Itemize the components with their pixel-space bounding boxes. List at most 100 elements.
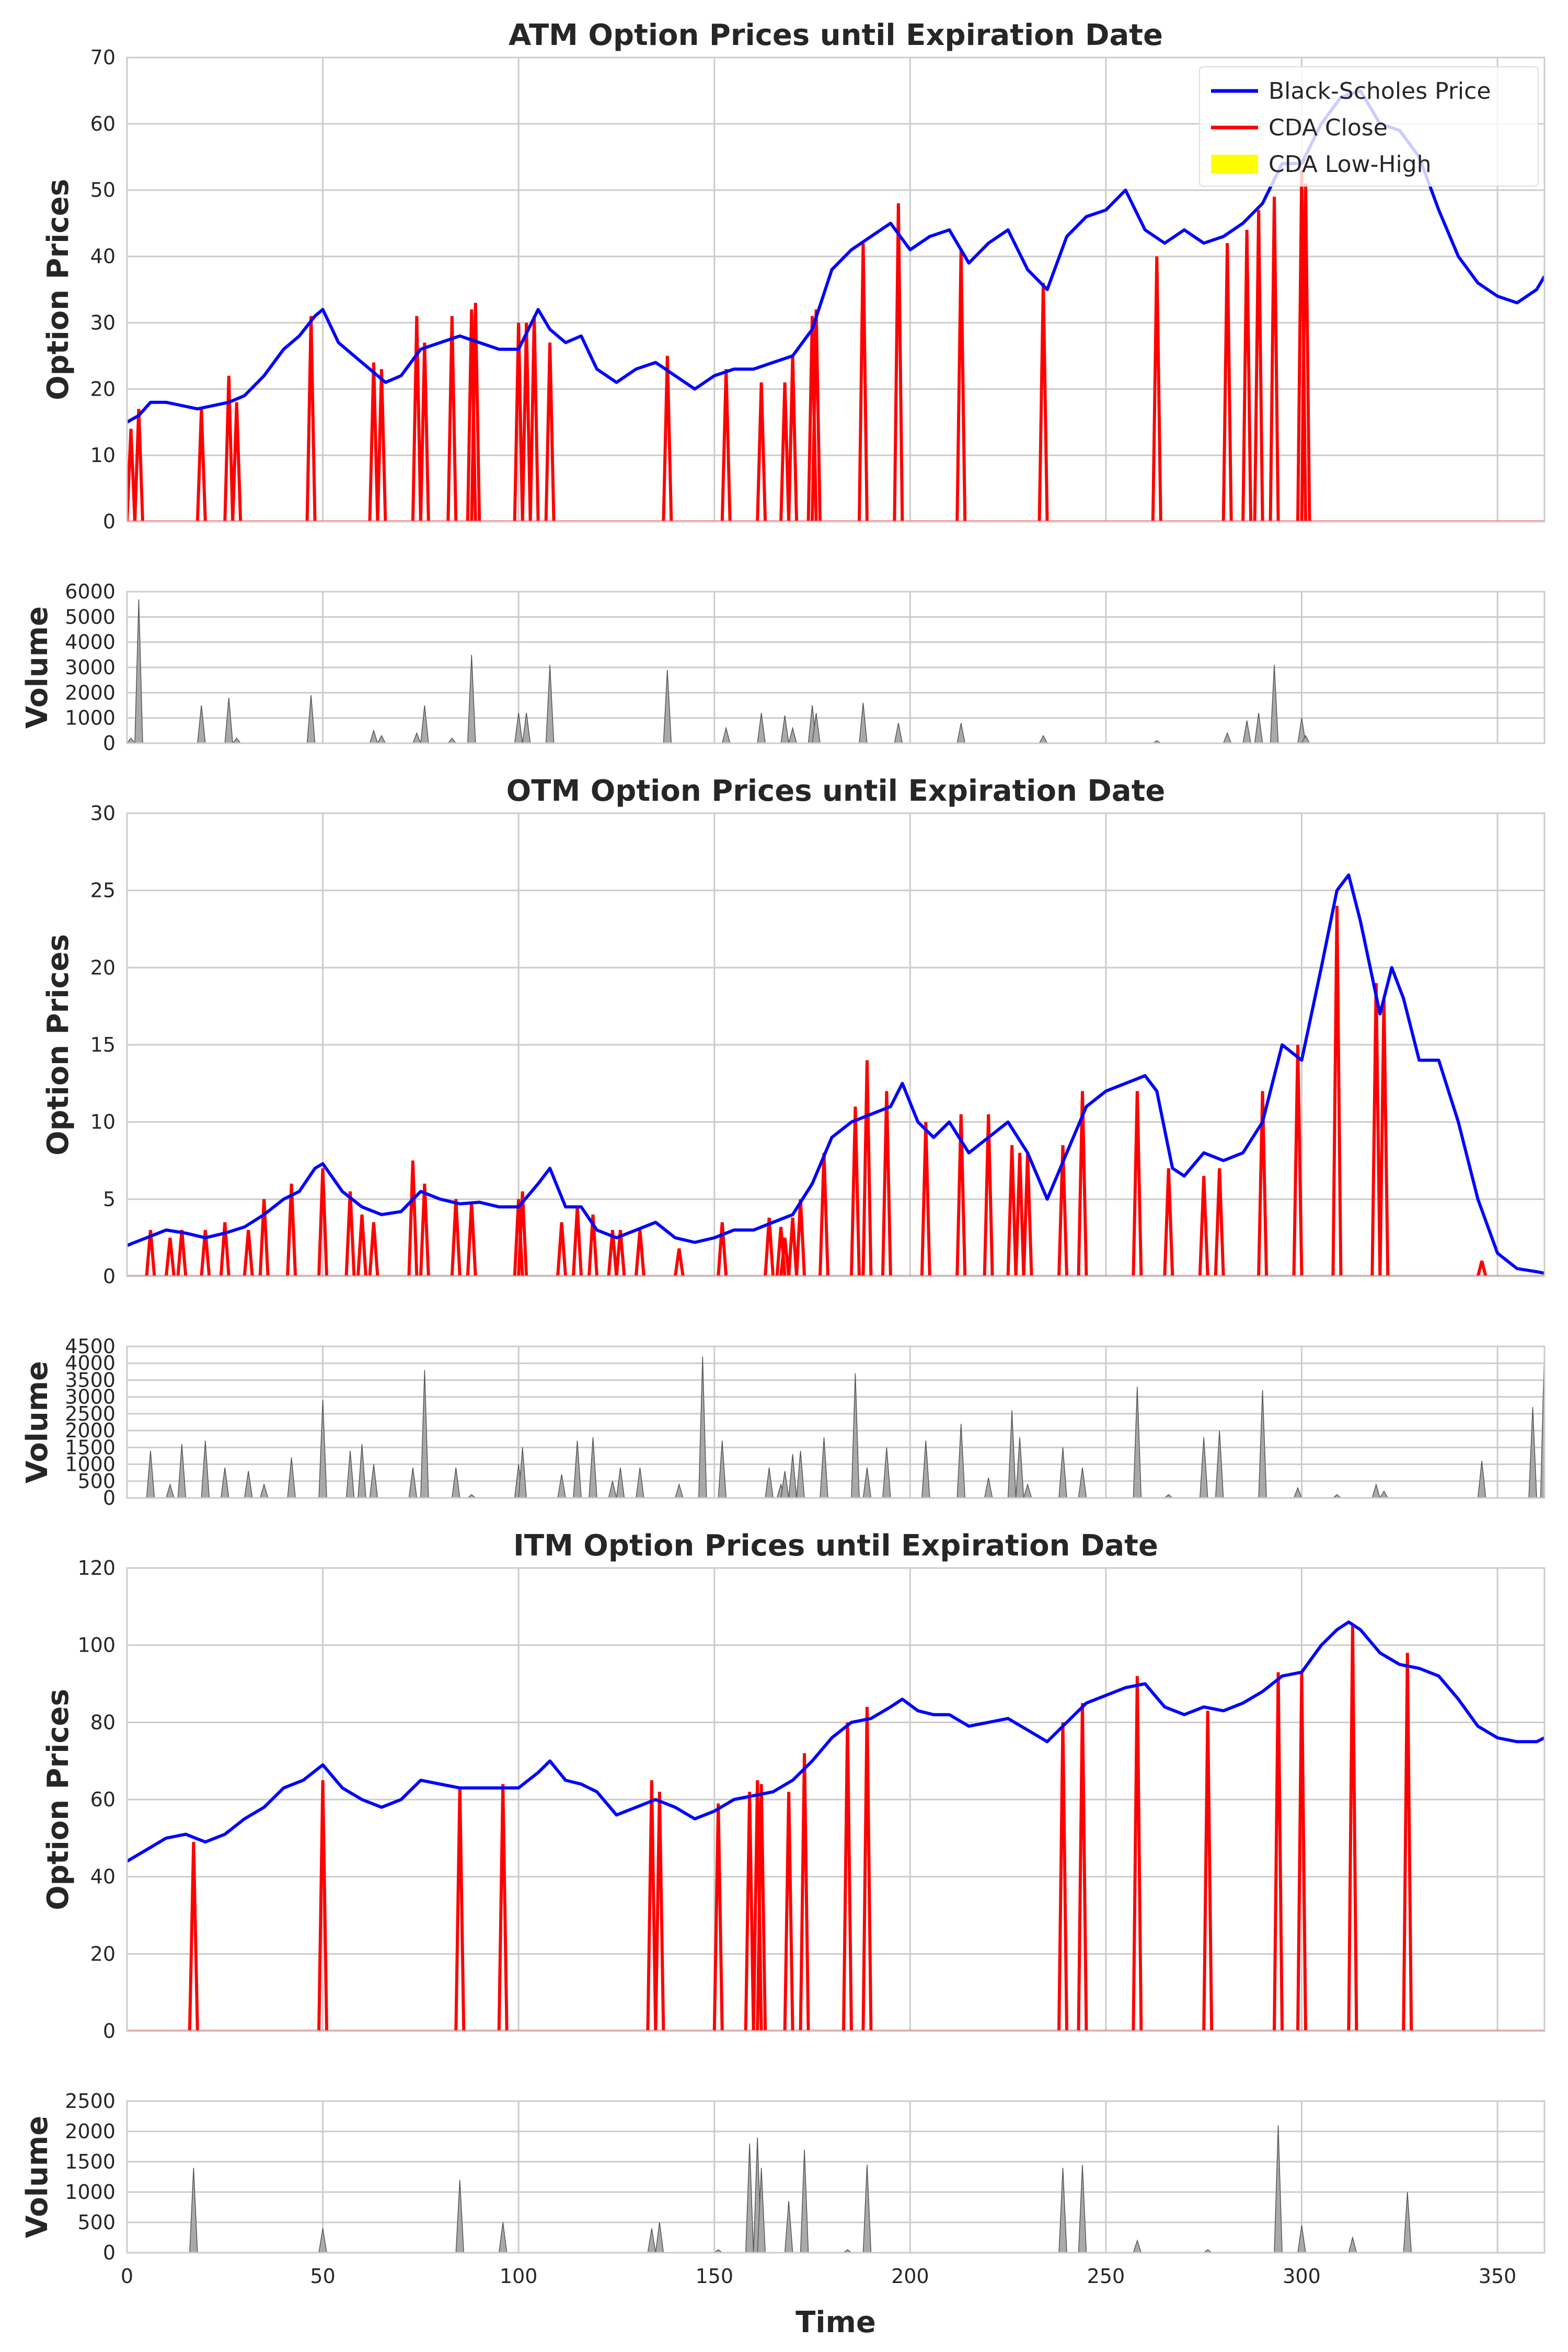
axes-frame [126,2100,1546,2254]
y-tick-label: 30 [90,802,116,825]
cda-close-spike [521,322,532,522]
volume-spike [1078,2164,1087,2253]
otm-price-chart: 0 5 10 15 20 25 30 OTM Option Prices until Expi… [41,774,1546,1288]
cda-close-spike [470,303,481,522]
volume-spike [1058,2167,1067,2253]
plot-area [127,89,1544,522]
y-tick-label: 2500 [65,2090,116,2113]
cda-close-spike [368,362,379,522]
volume-spike [232,737,241,743]
volume-spike [412,732,421,743]
cda-close-spike [779,382,791,522]
volume-spike [1242,720,1251,743]
volume-spike [636,1467,644,1498]
volume-spike [1058,1447,1067,1498]
volume-spike [467,1494,476,1498]
cda-close-spike [1132,1676,1143,2031]
cda-close-spike [955,1114,967,1276]
volume-spike [408,1467,418,1498]
volume-spike [1371,1483,1381,1498]
volume-spike [518,1447,527,1498]
volume-spike [1477,1461,1486,1498]
y-tick-label: 10 [90,1111,116,1134]
cda-close-spike [305,316,317,522]
y-tick-label: 1000 [65,2181,116,2204]
axes-frame [126,1567,1546,2032]
y-axis-label: Option Prices [41,179,75,400]
cda-close-spike [317,1780,329,2031]
chart-title: OTM Option Prices until Expiration Date [506,774,1166,808]
volume-spike [851,1373,860,1498]
cda-close-spike [450,1199,462,1276]
volume-spike [369,729,378,743]
y-tick-label: 30 [90,311,116,334]
cda-close-spike [419,342,430,522]
volume-spike [498,2222,508,2253]
cda-close-spike [1077,1703,1088,2031]
volume-spike [197,705,206,743]
cda-close-spike [1273,1672,1284,2031]
volume-spike [745,2143,754,2253]
y-tick-label: 80 [90,1711,116,1734]
cda-close-spike [1132,1091,1143,1276]
cda-close-spike [556,1222,568,1276]
itm-volume-chart: 0 500 1000 1500 2000 2500 0 50 100 150 200 250 300 35… [20,2090,1546,2288]
volume-spike [177,1444,187,1498]
cda-close-spike [497,1784,509,2031]
volume-spike [369,1464,378,1498]
black-scholes-line [127,1620,1544,1863]
cda-close-spike [646,1780,658,2031]
cda-close-spike [1257,1091,1269,1276]
volume-spike [1293,1486,1302,1498]
cda-close-spike [795,1199,806,1276]
volume-spike [757,712,766,743]
chart-title: ATM Option Prices until Expiration Date [509,18,1163,52]
y-tick-label: 3000 [65,1386,116,1409]
volume-spike [800,2149,809,2253]
volume-spike [420,705,429,743]
y-tick-label: 2000 [65,2120,116,2143]
volume-spike [420,1370,429,1498]
legend-item-cda-close: CDA Close [1211,114,1388,141]
y-tick-label: 1000 [65,707,116,730]
legend-item-black-scholes: Black-Scholes Price [1211,78,1491,105]
x-tick-label: 300 [1283,2265,1321,2288]
y-axis-label: Volume [20,2116,54,2238]
y-tick-label: 0 [103,2241,116,2264]
legend: Black-Scholes Price CDA Close CDA Low-High [1199,66,1539,187]
y-tick-label: 20 [90,377,116,400]
volume-spike [882,1447,891,1498]
volume-spike [189,2167,198,2253]
y-tick-label: 50 [90,179,116,202]
y-tick-label: 60 [90,112,116,135]
y-axis-label: Volume [20,606,54,729]
axes-frame [126,591,1546,744]
cda-close-spike [1292,1044,1304,1276]
volume-spike [784,2201,793,2253]
volume-spike [765,1467,774,1498]
legend-label: CDA Close [1269,114,1388,141]
volume-spike [788,727,797,743]
itm-price-chart: 0 20 40 60 80 100 120 ITM Option Prices until E… [41,1529,1546,2043]
volume-spike [1540,1346,1544,1498]
volume-spike [545,665,555,743]
volume-spike [201,1440,210,1498]
cda-close-spike [1014,1152,1025,1276]
volume-spike [894,723,903,743]
cda-close-spike [1057,1145,1069,1276]
cda-close-spike [1163,1168,1174,1276]
volume-spike [1403,2192,1412,2253]
cda-close-spike [1006,1145,1018,1276]
volume-spike [358,1444,366,1498]
volume-spike [718,1440,727,1498]
cda-close-spike [861,1707,873,2031]
volume-spike [514,712,523,743]
axes-frame [126,812,1546,1277]
volume-spike [1274,2125,1283,2253]
cda-close-spike [920,1122,931,1276]
volume-spike [859,702,868,743]
cda-close-spike [881,1091,892,1276]
cda-close-spike [176,1230,188,1276]
cda-close-spike [1476,1260,1488,1276]
